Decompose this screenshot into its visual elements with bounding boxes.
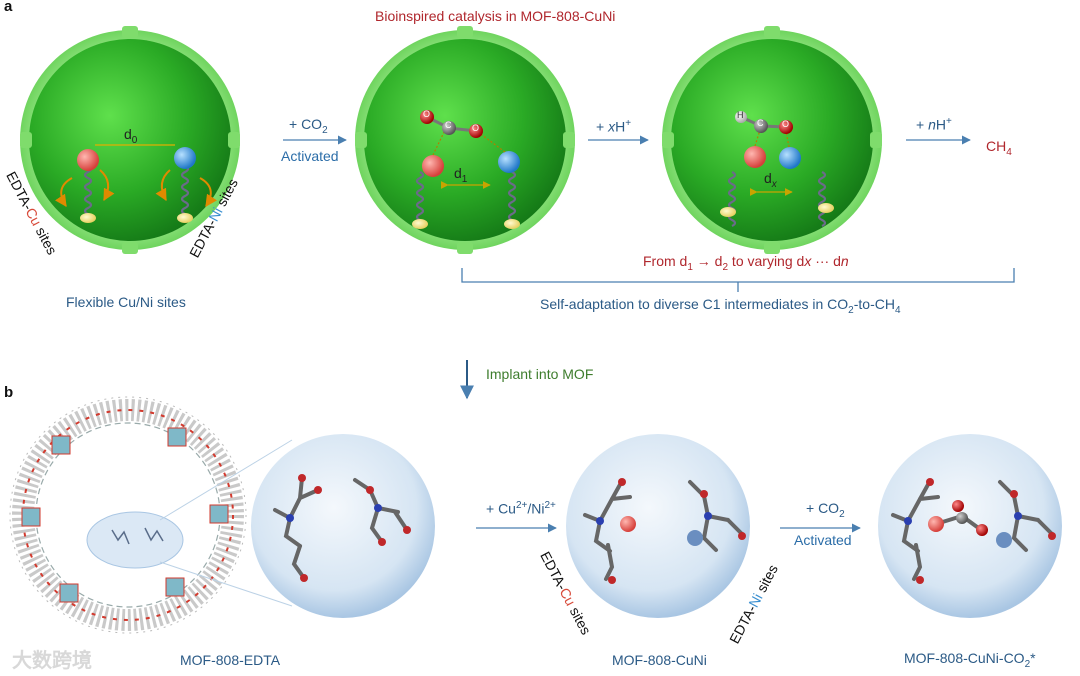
label-mof-cuni: MOF-808-CuNi (612, 652, 707, 668)
step-b1-metals: + Cu2+/Ni2+ (486, 500, 556, 517)
bracket (461, 268, 1015, 292)
atom-h-1: H (737, 110, 744, 120)
bracket-top-label: From d1 → d2 to varying dx ··· dn (643, 253, 849, 273)
d0-label: d0 (124, 126, 138, 146)
step-b2-activated: Activated (794, 532, 852, 548)
step-a3-h: + nH+ (916, 116, 952, 133)
atom-c-2: C (757, 118, 764, 128)
atom-o-3: O (782, 119, 790, 129)
atom-o-1: O (423, 109, 431, 119)
green-pore-sphere-2 (355, 26, 575, 254)
flexible-sites-label: Flexible Cu/Ni sites (66, 294, 186, 310)
label-mof-cuni-co2: MOF-808-CuNi-CO2* (904, 650, 1036, 670)
green-pore-sphere-3 (662, 26, 882, 254)
label-mof-edta: MOF-808-EDTA (180, 652, 281, 668)
implant-label: Implant into MOF (486, 366, 594, 382)
atom-o-2: O (472, 123, 480, 133)
panel-a-letter: a (4, 0, 13, 15)
green-pore-sphere-1 (20, 26, 240, 254)
atom-c-1: C (445, 120, 452, 130)
product-ch4: CH4 (986, 138, 1012, 158)
dx-label: dx (764, 170, 777, 190)
step-a2-h: + xH+ (596, 118, 632, 135)
panel-b-letter: b (4, 384, 14, 401)
mof-framework (9, 396, 293, 634)
bubble-cuni (566, 434, 750, 618)
step-b2-co2: + CO2 (806, 500, 845, 520)
watermark: 大数跨境 (12, 650, 92, 672)
step-a1-activated: Activated (281, 148, 339, 164)
step-a1-co2: + CO2 (289, 116, 328, 136)
d1-label: d1 (454, 165, 468, 185)
panel-a-title: Bioinspired catalysis in MOF-808-CuNi (375, 8, 616, 24)
bracket-bottom-label: Self-adaptation to diverse C1 intermedia… (540, 296, 901, 316)
bubble-edta (251, 434, 435, 618)
bubble-cuni-co2 (878, 434, 1062, 618)
